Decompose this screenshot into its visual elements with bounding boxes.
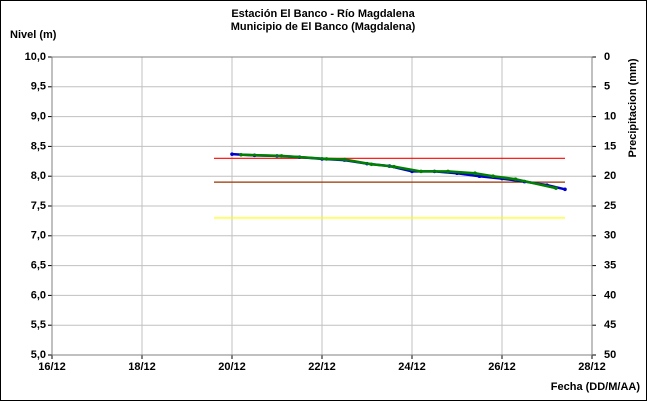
chart-title: Estación El Banco - Río Magdalena bbox=[231, 8, 415, 20]
y-tick-label: 9,5 bbox=[31, 81, 46, 93]
x-tick-label: 20/12 bbox=[218, 361, 246, 373]
series-point bbox=[230, 152, 234, 156]
series-point bbox=[554, 186, 558, 190]
series-point bbox=[419, 169, 423, 174]
y-tick-label: 8,5 bbox=[31, 140, 46, 152]
y2-tick-label: 50 bbox=[604, 349, 616, 361]
series-point bbox=[369, 162, 374, 167]
plot-area bbox=[51, 56, 593, 356]
series-point bbox=[563, 187, 567, 192]
x-tick-label: 24/12 bbox=[398, 361, 426, 373]
y-tick-label: 9,0 bbox=[31, 111, 46, 123]
x-tick-label: 18/12 bbox=[128, 361, 156, 373]
y-axis-label: Nivel (m) bbox=[10, 29, 57, 41]
y2-tick-label: 15 bbox=[604, 140, 616, 152]
y2-tick-label: 30 bbox=[604, 230, 616, 242]
y-tick-label: 7,0 bbox=[31, 230, 46, 242]
y2-tick-label: 25 bbox=[604, 200, 616, 212]
series-point bbox=[324, 157, 329, 161]
chart-subtitle: Municipio de El Banco (Magdalena) bbox=[231, 21, 416, 33]
x-tick-label: 16/12 bbox=[38, 361, 66, 373]
y2-tick-label: 45 bbox=[604, 319, 616, 331]
x-tick-label: 22/12 bbox=[308, 361, 336, 373]
y2-tick-label: 40 bbox=[604, 289, 616, 301]
y-tick-label: 8,0 bbox=[31, 170, 46, 182]
y-tick-label: 10,0 bbox=[25, 51, 46, 63]
y-tick-label: 6,5 bbox=[31, 260, 46, 272]
series-point bbox=[392, 164, 396, 169]
y2-tick-label: 0 bbox=[604, 51, 610, 63]
x-tick-label: 26/12 bbox=[488, 361, 516, 373]
series-point bbox=[342, 157, 347, 162]
y-tick-label: 7,5 bbox=[31, 200, 46, 212]
series-point bbox=[446, 169, 450, 174]
y-tick-label: 6,0 bbox=[31, 289, 46, 301]
y2-tick-label: 35 bbox=[604, 260, 616, 272]
y2-axis-label: Precipitacion (mm) bbox=[627, 58, 639, 157]
y2-tick-label: 20 bbox=[604, 170, 616, 182]
series-point bbox=[279, 154, 284, 158]
series-point bbox=[239, 152, 243, 157]
y-tick-label: 5,5 bbox=[31, 319, 46, 331]
y2-tick-label: 10 bbox=[604, 111, 616, 123]
series-point bbox=[513, 177, 518, 181]
series-point bbox=[491, 174, 495, 178]
series-line bbox=[240, 153, 557, 190]
y-tick-label: 5,0 bbox=[31, 349, 46, 361]
x-tick-label: 28/12 bbox=[578, 361, 606, 373]
x-axis-label: Fecha (DD/M/AA) bbox=[551, 381, 641, 393]
series-point bbox=[473, 171, 477, 176]
y2-tick-label: 5 bbox=[604, 81, 610, 93]
